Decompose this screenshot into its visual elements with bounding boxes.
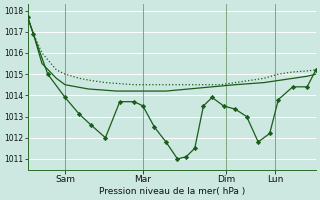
X-axis label: Pression niveau de la mer( hPa ): Pression niveau de la mer( hPa ) bbox=[99, 187, 245, 196]
